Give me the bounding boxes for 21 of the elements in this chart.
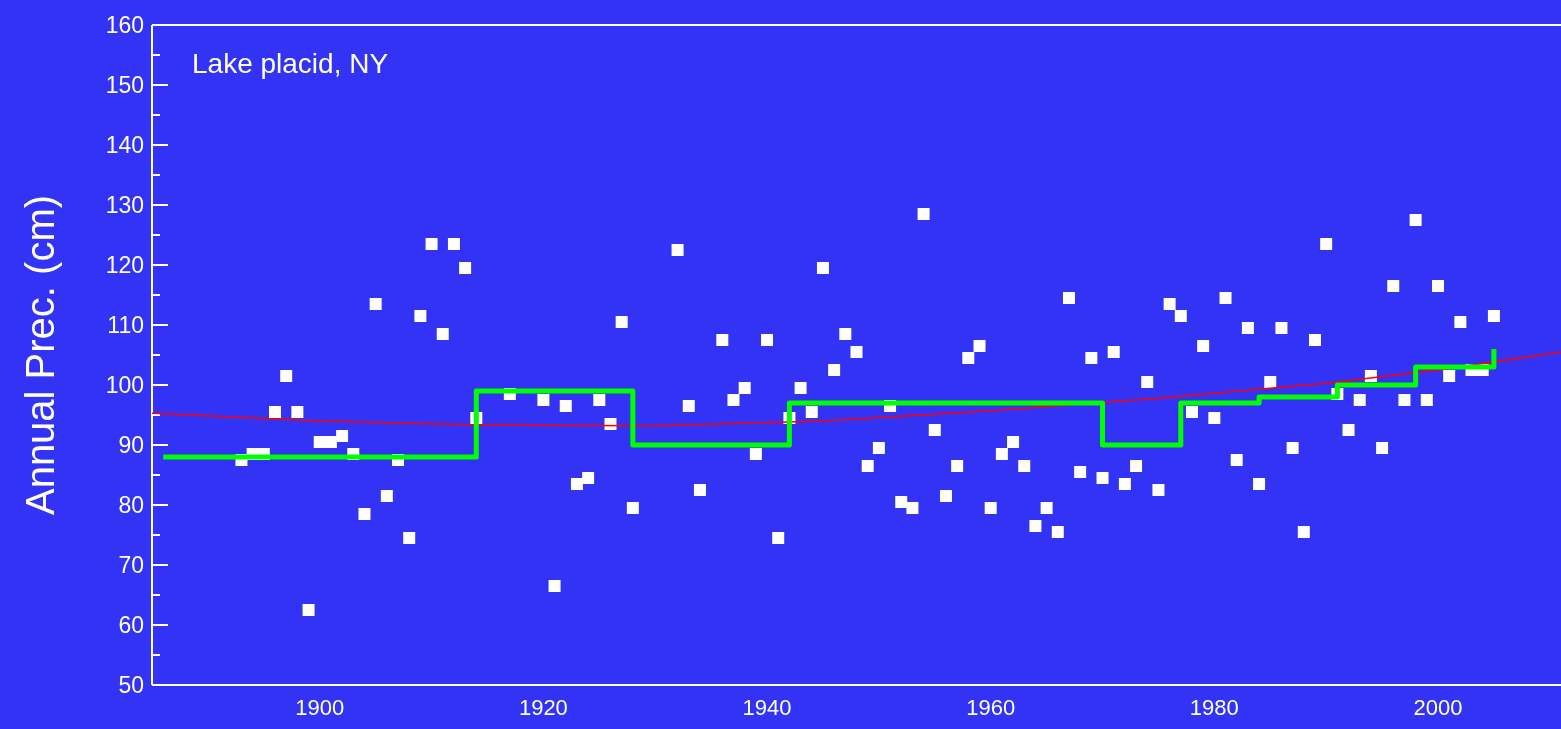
- y-tick-label: 160: [105, 12, 144, 39]
- x-tick-label: 1920: [518, 695, 568, 720]
- x-tick-label: 2000: [1413, 695, 1463, 720]
- line-series: [151, 351, 1561, 427]
- y-tick-label: 130: [105, 192, 144, 219]
- x-tick-label: 1960: [966, 695, 1016, 720]
- y-tick-label: 100: [105, 372, 144, 399]
- x-tick-label: 1940: [742, 695, 792, 720]
- y-tick-label: 50: [118, 672, 144, 699]
- y-tick-label: 150: [105, 72, 144, 99]
- y-tick-label: 90: [118, 432, 144, 459]
- y-tick-label: 110: [107, 312, 144, 339]
- y-axis-title: Annual Prec. (cm): [18, 194, 62, 516]
- y-tick-label: 60: [118, 612, 144, 639]
- y-tick-label: 140: [105, 132, 144, 159]
- y-tick-label: 120: [105, 252, 144, 279]
- x-tick-label: 1900: [295, 695, 345, 720]
- text: Lake placid, NY: [192, 48, 389, 79]
- y-tick-label: 70: [118, 552, 144, 579]
- y-tick-label: 80: [118, 492, 144, 519]
- x-tick-label: 1980: [1189, 695, 1239, 720]
